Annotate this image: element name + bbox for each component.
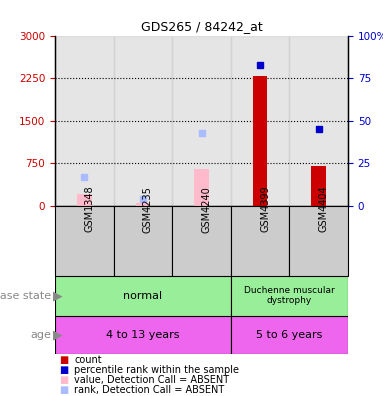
Bar — [231, 36, 290, 206]
Text: count: count — [74, 354, 102, 365]
Bar — [55, 276, 231, 316]
Bar — [194, 169, 209, 206]
Text: GSM4235: GSM4235 — [143, 186, 153, 232]
Text: GSM4404: GSM4404 — [319, 186, 329, 232]
Text: rank, Detection Call = ABSENT: rank, Detection Call = ABSENT — [74, 385, 224, 396]
Text: GSM4399: GSM4399 — [260, 186, 270, 232]
Bar — [55, 206, 114, 276]
Title: GDS265 / 84242_at: GDS265 / 84242_at — [141, 20, 262, 33]
Bar — [77, 194, 92, 206]
Text: ▶: ▶ — [53, 289, 63, 302]
Text: ■: ■ — [59, 375, 68, 385]
Text: ■: ■ — [59, 365, 68, 375]
Text: ▶: ▶ — [53, 328, 63, 341]
Bar — [114, 206, 172, 276]
Bar — [136, 203, 150, 206]
Bar — [231, 316, 348, 354]
Text: GSM1348: GSM1348 — [84, 186, 94, 232]
Text: 5 to 6 years: 5 to 6 years — [256, 329, 322, 340]
Text: ■: ■ — [59, 354, 68, 365]
Bar — [114, 36, 172, 206]
Text: ■: ■ — [59, 385, 68, 396]
Bar — [253, 76, 267, 206]
Bar — [55, 36, 114, 206]
Bar — [172, 36, 231, 206]
Text: age: age — [30, 329, 51, 340]
Bar — [231, 276, 348, 316]
Bar — [55, 316, 231, 354]
Text: GSM4240: GSM4240 — [201, 186, 211, 232]
Text: disease state: disease state — [0, 291, 51, 301]
Text: 4 to 13 years: 4 to 13 years — [106, 329, 180, 340]
Bar — [290, 36, 348, 206]
Text: percentile rank within the sample: percentile rank within the sample — [74, 365, 239, 375]
Text: normal: normal — [123, 291, 162, 301]
Bar — [172, 206, 231, 276]
Bar — [290, 206, 348, 276]
Text: value, Detection Call = ABSENT: value, Detection Call = ABSENT — [74, 375, 229, 385]
Bar — [231, 206, 290, 276]
Text: Duchenne muscular
dystrophy: Duchenne muscular dystrophy — [244, 286, 335, 305]
Bar — [311, 166, 326, 206]
